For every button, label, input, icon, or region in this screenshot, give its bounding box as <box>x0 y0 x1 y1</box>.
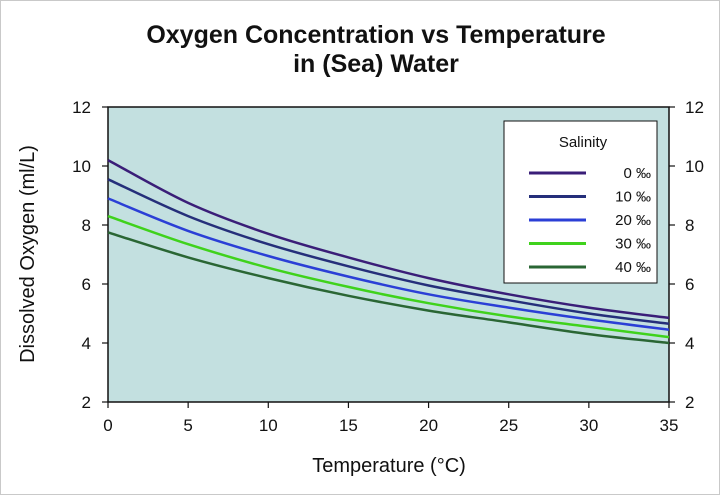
series-line-4 <box>107 231 670 345</box>
y-right-tick-label: 2 <box>685 393 694 412</box>
y-tick-label: 2 <box>82 393 91 412</box>
series-line-1 <box>107 178 670 326</box>
y-right-tick-label: 12 <box>685 98 704 117</box>
y-right-tick-label: 10 <box>685 157 704 176</box>
chart-title-line-1: Oxygen Concentration vs Temperature <box>146 21 605 49</box>
legend-label: 30 ‰ <box>615 236 651 253</box>
y-tick-label: 12 <box>72 98 91 117</box>
legend-label: 0 ‰ <box>623 165 651 182</box>
x-tick-label: 10 <box>259 416 278 435</box>
y-tick-label: 10 <box>72 157 91 176</box>
x-tick-label: 20 <box>419 416 438 435</box>
x-tick-label: 15 <box>339 416 358 435</box>
x-tick-label: 25 <box>499 416 518 435</box>
y-right-tick-label: 6 <box>685 275 694 294</box>
x-tick-label: 5 <box>183 416 192 435</box>
axis-ticks: 0 5 10 15 20 25 30 35 2 4 6 8 10 12 2 4 6 8 10 12 <box>72 98 704 435</box>
y-tick-label: 4 <box>82 334 91 353</box>
x-tick-label: 0 <box>103 416 112 435</box>
legend-label: 10 ‰ <box>615 189 651 206</box>
legend: Salinity 0 ‰ 10 ‰ 20 ‰ 30 ‰ 40 ‰ <box>503 120 658 284</box>
series-line-0 <box>107 158 670 320</box>
legend-box <box>503 120 658 284</box>
x-tick-label: 35 <box>660 416 679 435</box>
legend-label: 40 ‰ <box>615 259 651 276</box>
legend-title: Salinity <box>559 134 608 151</box>
y-right-tick-label: 8 <box>685 216 694 235</box>
legend-items: 0 ‰ 10 ‰ 20 ‰ 30 ‰ 40 ‰ <box>529 165 651 276</box>
series-line-2 <box>107 197 670 331</box>
series-line-3 <box>107 214 670 339</box>
y-right-tick-label: 4 <box>685 334 694 353</box>
x-tick-label: 30 <box>579 416 598 435</box>
y-tick-label: 8 <box>82 216 91 235</box>
legend-label: 20 ‰ <box>615 212 651 229</box>
y-tick-label: 6 <box>82 275 91 294</box>
x-axis-label: Temperature (°C) <box>312 455 466 477</box>
series-curves <box>107 158 670 345</box>
y-axis-label: Dissolved Oxygen (ml/L) <box>17 145 39 363</box>
chart-title-line-2: in (Sea) Water <box>293 50 459 78</box>
